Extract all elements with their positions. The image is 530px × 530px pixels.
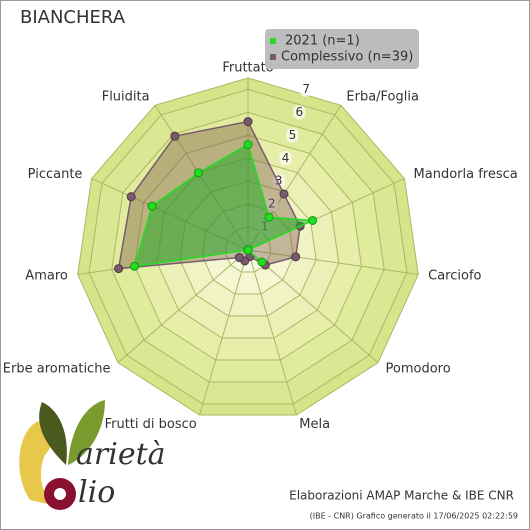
footer-credit: Elaborazioni AMAP Marche & IBE CNR — [289, 489, 514, 503]
r-tick-label: 4 — [282, 151, 290, 165]
data-point — [279, 189, 289, 199]
data-point — [264, 212, 274, 222]
axis-spoke — [199, 249, 249, 416]
axis-label: Pomodoro — [386, 362, 451, 377]
axis-label: Piccante — [28, 167, 83, 182]
logo: arietà lio — [19, 400, 166, 510]
r-tick-label: 3 — [275, 174, 283, 188]
r-tick-label: 6 — [295, 105, 303, 119]
logo-word: arietà — [76, 437, 166, 472]
axis-label: Fruttato — [222, 61, 273, 76]
tick-bg — [286, 128, 299, 143]
axis-spoke — [117, 249, 249, 364]
axis-label: Carciofo — [428, 268, 481, 283]
data-point — [126, 192, 136, 202]
data-point — [243, 245, 253, 255]
data-point — [147, 201, 157, 211]
axis-label: Erbe aromatiche — [3, 362, 111, 377]
tick-bg — [293, 105, 306, 120]
axis-label: Amaro — [25, 268, 68, 283]
tick-bg — [279, 151, 292, 166]
axis-label: Frutti di bosco — [105, 417, 197, 432]
data-point — [234, 253, 244, 263]
r-tick-label: 5 — [289, 128, 297, 142]
axis-label: Mela — [299, 417, 330, 432]
legend-swatch — [270, 54, 276, 60]
series-area — [133, 143, 313, 268]
footer-generated: (IBE - CNR) Grafico generato il 17/06/20… — [310, 512, 518, 521]
chart-title: BIANCHERA — [20, 7, 126, 28]
legend: 2021 (n=1)Complessivo (n=39) — [270, 34, 413, 65]
plot — [114, 117, 318, 274]
legend-box — [265, 29, 419, 69]
tick-bg — [300, 82, 313, 97]
data-point — [291, 252, 301, 262]
data-point — [170, 131, 180, 141]
logo-o-hole — [54, 488, 66, 500]
legend-swatch — [270, 38, 276, 44]
data-point — [257, 257, 267, 267]
r-tick-label: 2 — [268, 197, 276, 211]
data-point — [130, 261, 140, 271]
axis-spoke — [247, 249, 419, 275]
data-point — [243, 117, 253, 127]
logo-leaf — [68, 400, 105, 465]
axis-label: Mandorla fresca — [414, 167, 518, 182]
legend-label: Complessivo (n=39) — [281, 50, 413, 65]
data-point — [243, 140, 253, 150]
logo-leaf — [39, 402, 67, 465]
data-point — [193, 168, 203, 178]
axis-spoke — [247, 249, 379, 364]
axis-label: Erba/Foglia — [346, 89, 419, 104]
logo-one — [19, 420, 55, 505]
axis-spoke — [247, 249, 297, 416]
r-tick-label: 7 — [302, 82, 310, 96]
data-point — [308, 215, 318, 225]
data-point — [114, 264, 124, 274]
tick-bg — [265, 197, 278, 212]
legend-label: 2021 (n=1) — [285, 34, 360, 49]
axis-label: Fluidita — [102, 89, 150, 104]
logo-word: lio — [78, 475, 115, 510]
